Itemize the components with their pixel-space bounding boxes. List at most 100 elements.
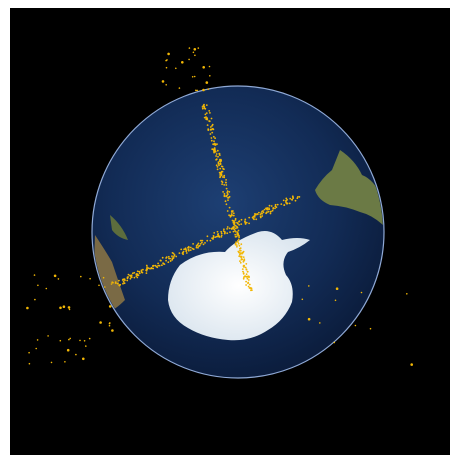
debris-dot	[197, 246, 199, 249]
debris-dot	[242, 270, 244, 273]
debris-dot	[245, 273, 248, 276]
debris-dot	[165, 84, 167, 86]
debris-dot	[223, 195, 226, 198]
debris-dot	[216, 166, 219, 168]
debris-dot	[189, 246, 192, 249]
debris-dot	[130, 276, 133, 279]
debris-dot	[301, 298, 304, 301]
debris-dot	[195, 246, 198, 249]
debris-dot	[230, 213, 233, 215]
debris-dot	[82, 357, 85, 361]
debris-dot	[212, 135, 215, 138]
debris-dot	[263, 208, 266, 211]
debris-dot	[88, 337, 91, 340]
debris-dot	[116, 282, 119, 285]
debris-dot	[220, 232, 223, 235]
debris-dot	[171, 258, 174, 261]
debris-dot	[161, 80, 165, 83]
debris-dot	[123, 278, 126, 280]
debris-dot	[197, 47, 200, 49]
debris-dot	[223, 174, 226, 177]
debris-dot	[171, 255, 173, 258]
debris-dot	[223, 193, 226, 195]
debris-dot	[59, 306, 62, 310]
debris-dot	[237, 242, 240, 245]
debris-dot	[212, 128, 215, 131]
debris-dot	[221, 165, 224, 168]
debris-dot	[157, 262, 160, 265]
debris-dot	[240, 223, 243, 226]
debris-dot	[252, 215, 255, 218]
debris-dot	[146, 266, 149, 269]
debris-dot	[178, 252, 181, 255]
debris-dot	[239, 260, 241, 262]
debris-dot	[221, 170, 224, 173]
debris-dot	[217, 162, 220, 165]
debris-dot	[334, 299, 337, 302]
debris-dot	[219, 172, 222, 175]
debris-dot	[236, 232, 239, 235]
debris-dot	[68, 338, 70, 341]
debris-dot	[271, 209, 274, 212]
debris-dot	[297, 196, 299, 198]
debris-dot	[242, 272, 245, 275]
debris-dot	[354, 324, 357, 327]
debris-dot	[198, 245, 200, 248]
debris-dot	[112, 281, 114, 284]
debris-dot	[57, 278, 60, 280]
debris-dot	[216, 143, 218, 146]
debris-dot	[129, 274, 132, 277]
debris-dot	[205, 81, 209, 84]
debris-dot	[108, 322, 111, 325]
debris-dot	[215, 235, 218, 238]
debris-dot	[137, 274, 140, 277]
debris-dot	[136, 270, 139, 273]
debris-dot	[286, 202, 288, 205]
debris-dot	[285, 197, 288, 200]
debris-dot	[110, 283, 113, 285]
debris-dot	[247, 281, 250, 284]
debris-dot	[219, 167, 222, 170]
debris-dot	[234, 224, 237, 227]
debris-dot	[219, 160, 222, 163]
debris-dot	[258, 211, 260, 214]
debris-dot	[220, 180, 223, 183]
debris-dot	[265, 212, 267, 215]
debris-dot	[406, 293, 408, 295]
debris-dot	[221, 176, 224, 178]
debris-dot	[211, 123, 214, 126]
debris-dot	[122, 280, 125, 283]
debris-dot	[149, 267, 152, 270]
debris-dot	[26, 306, 29, 310]
debris-dot	[255, 213, 257, 216]
debris-dot	[197, 242, 200, 245]
debris-dot	[138, 270, 141, 273]
debris-dot	[245, 284, 248, 286]
debris-dot	[231, 210, 233, 212]
debris-dot	[238, 220, 240, 223]
debris-dot	[195, 89, 197, 92]
debris-dot	[272, 207, 275, 209]
debris-dot	[227, 196, 230, 199]
debris-dot	[33, 274, 36, 276]
debris-dot	[259, 213, 262, 216]
debris-dot	[294, 199, 297, 202]
debris-dot	[165, 257, 168, 259]
debris-dot	[169, 260, 172, 262]
debris-dot	[202, 66, 205, 69]
debris-dot	[175, 255, 178, 258]
debris-dot	[243, 276, 245, 279]
debris-dot	[184, 247, 187, 250]
debris-dot	[239, 261, 242, 264]
debris-dot	[236, 245, 238, 248]
debris-dot	[199, 239, 202, 242]
debris-dot	[80, 275, 82, 278]
debris-dot	[185, 249, 188, 252]
debris-dot	[333, 341, 336, 344]
debris-dot	[218, 164, 220, 167]
debris-dot	[228, 227, 231, 230]
debris-dot	[232, 230, 235, 233]
debris-dot	[274, 207, 276, 210]
debris-dot	[171, 252, 174, 254]
